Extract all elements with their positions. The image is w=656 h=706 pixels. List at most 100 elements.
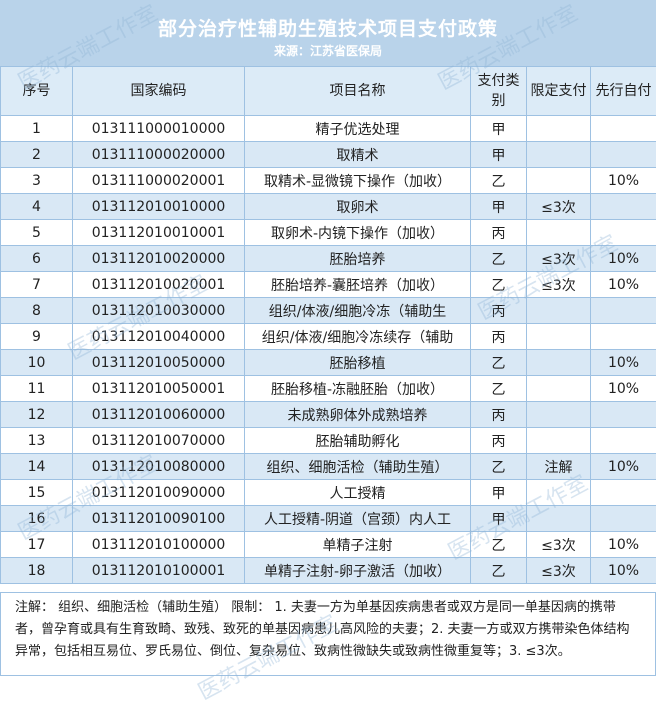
footnote: 注解： 组织、细胞活检（辅助生殖） 限制： 1. 夫妻一方为单基因疾病患者或双方…	[0, 592, 656, 676]
cell-self-pay	[591, 402, 656, 428]
cell-no: 11	[1, 376, 73, 402]
cell-self-pay	[591, 428, 656, 454]
cell-no: 18	[1, 558, 73, 584]
cell-name: 单精子注射	[245, 532, 471, 558]
cell-code: 013112010030000	[73, 298, 245, 324]
cell-code: 013112010010000	[73, 194, 245, 220]
cell-limit	[527, 298, 591, 324]
cell-code: 013112010070000	[73, 428, 245, 454]
cell-no: 1	[1, 116, 73, 142]
cell-code: 013112010050001	[73, 376, 245, 402]
cell-pay-type: 乙	[471, 350, 527, 376]
cell-name: 单精子注射-卵子激活（加收）	[245, 558, 471, 584]
cell-code: 013112010040000	[73, 324, 245, 350]
cell-pay-type: 乙	[471, 532, 527, 558]
cell-no: 8	[1, 298, 73, 324]
cell-no: 2	[1, 142, 73, 168]
cell-name: 人工授精-阴道（宫颈）内人工	[245, 506, 471, 532]
cell-self-pay: 10%	[591, 246, 656, 272]
cell-self-pay: 10%	[591, 168, 656, 194]
cell-code: 013111000020000	[73, 142, 245, 168]
cell-no: 10	[1, 350, 73, 376]
cell-self-pay	[591, 298, 656, 324]
cell-limit	[527, 480, 591, 506]
cell-self-pay	[591, 506, 656, 532]
cell-pay-type: 乙	[471, 246, 527, 272]
cell-self-pay: 10%	[591, 454, 656, 480]
cell-code: 013112010100001	[73, 558, 245, 584]
cell-self-pay	[591, 116, 656, 142]
page-title: 部分治疗性辅助生殖技术项目支付政策	[0, 14, 656, 41]
cell-limit	[527, 220, 591, 246]
cell-pay-type: 乙	[471, 454, 527, 480]
cell-pay-type: 乙	[471, 168, 527, 194]
cell-pay-type: 乙	[471, 272, 527, 298]
cell-limit	[527, 116, 591, 142]
cell-pay-type: 甲	[471, 506, 527, 532]
cell-code: 013112010080000	[73, 454, 245, 480]
cell-name: 人工授精	[245, 480, 471, 506]
cell-limit: 注解	[527, 454, 591, 480]
cell-no: 15	[1, 480, 73, 506]
cell-self-pay	[591, 142, 656, 168]
cell-pay-type: 甲	[471, 116, 527, 142]
cell-self-pay	[591, 480, 656, 506]
cell-pay-type: 乙	[471, 558, 527, 584]
cell-code: 013112010010001	[73, 220, 245, 246]
cell-limit: ≤3次	[527, 272, 591, 298]
cell-name: 胚胎移植-冻融胚胎（加收）	[245, 376, 471, 402]
cell-code: 013111000010000	[73, 116, 245, 142]
cell-no: 7	[1, 272, 73, 298]
cell-pay-type: 甲	[471, 480, 527, 506]
cell-pay-type: 丙	[471, 298, 527, 324]
cell-self-pay: 10%	[591, 272, 656, 298]
cell-no: 17	[1, 532, 73, 558]
cell-pay-type: 丙	[471, 324, 527, 350]
cell-name: 胚胎移植	[245, 350, 471, 376]
cell-limit	[527, 142, 591, 168]
column-header-pay-type: 支付类别	[471, 67, 527, 116]
cell-pay-type: 甲	[471, 194, 527, 220]
cell-name: 取精术-显微镜下操作（加收）	[245, 168, 471, 194]
cell-code: 013112010100000	[73, 532, 245, 558]
cell-pay-type: 乙	[471, 376, 527, 402]
cell-self-pay: 10%	[591, 376, 656, 402]
source-label: 来源：江苏省医保局	[0, 42, 656, 59]
cell-self-pay: 10%	[591, 558, 656, 584]
cell-limit	[527, 506, 591, 532]
cell-name: 组织、细胞活检（辅助生殖）	[245, 454, 471, 480]
cell-pay-type: 甲	[471, 142, 527, 168]
cell-code: 013112010060000	[73, 402, 245, 428]
cell-code: 013112010020000	[73, 246, 245, 272]
cell-no: 6	[1, 246, 73, 272]
cell-code: 013111000020001	[73, 168, 245, 194]
column-header-no: 序号	[1, 67, 73, 116]
cell-name: 未成熟卵体外成熟培养	[245, 402, 471, 428]
cell-limit	[527, 428, 591, 454]
cell-pay-type: 丙	[471, 402, 527, 428]
cell-pay-type: 丙	[471, 220, 527, 246]
cell-no: 3	[1, 168, 73, 194]
cell-limit	[527, 350, 591, 376]
cell-self-pay	[591, 324, 656, 350]
cell-no: 5	[1, 220, 73, 246]
cell-no: 4	[1, 194, 73, 220]
cell-name: 胚胎培养	[245, 246, 471, 272]
cell-self-pay	[591, 220, 656, 246]
cell-code: 013112010090000	[73, 480, 245, 506]
cell-self-pay: 10%	[591, 532, 656, 558]
